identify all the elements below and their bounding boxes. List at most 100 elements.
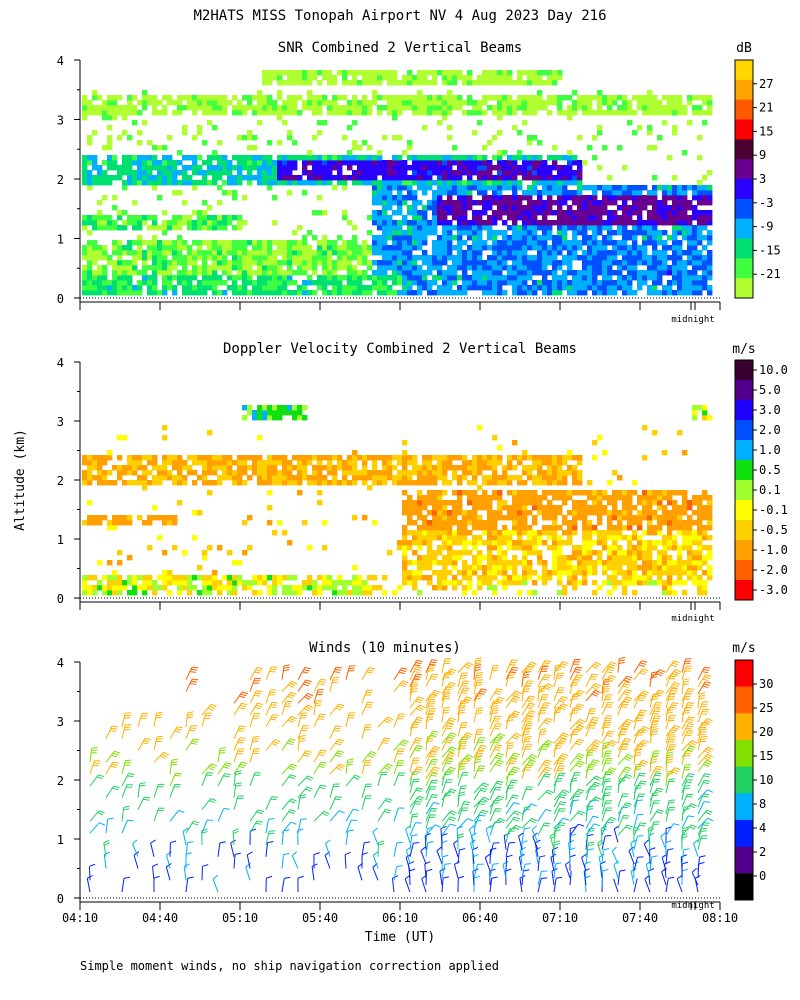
heatmap-cell: [292, 140, 298, 146]
heatmap-cell: [637, 285, 643, 291]
heatmap-cell: [372, 70, 378, 76]
heatmap-cell: [182, 155, 188, 161]
heatmap-cell: [447, 200, 453, 206]
heatmap-cell: [492, 75, 498, 81]
heatmap-cell: [622, 165, 628, 171]
heatmap-cell: [577, 285, 583, 291]
heatmap-cell: [207, 205, 213, 211]
heatmap-cell: [577, 455, 583, 461]
heatmap-cell: [322, 250, 328, 256]
heatmap-cell: [622, 515, 628, 521]
heatmap-cell: [117, 135, 123, 141]
heatmap-cell: [477, 75, 483, 81]
heatmap-cell: [267, 290, 273, 296]
heatmap-cell: [677, 530, 683, 536]
heatmap-cell: [167, 520, 173, 526]
heatmap-cell: [172, 580, 178, 586]
heatmap-cell: [302, 460, 308, 466]
heatmap-cell: [227, 250, 233, 256]
heatmap-cell: [607, 220, 613, 226]
heatmap-cell: [382, 95, 388, 101]
heatmap-cell: [572, 500, 578, 506]
heatmap-cell: [162, 550, 168, 556]
heatmap-cell: [517, 70, 523, 76]
heatmap-cell: [192, 105, 198, 111]
heatmap-cell: [432, 240, 438, 246]
heatmap-cell: [687, 545, 693, 551]
heatmap-cell: [192, 270, 198, 276]
heatmap-cell: [292, 575, 298, 581]
heatmap-cell: [622, 290, 628, 296]
heatmap-cell: [517, 495, 523, 501]
heatmap-cell: [352, 565, 358, 571]
heatmap-cell: [562, 280, 568, 286]
heatmap-cell: [412, 190, 418, 196]
heatmap-cell: [677, 575, 683, 581]
heatmap-cell: [392, 235, 398, 241]
heatmap-cell: [282, 280, 288, 286]
heatmap-cell: [272, 470, 278, 476]
heatmap-cell: [632, 210, 638, 216]
heatmap-cell: [347, 100, 353, 106]
heatmap-cell: [457, 535, 463, 541]
heatmap-cell: [482, 200, 488, 206]
heatmap-cell: [362, 580, 368, 586]
heatmap-cell: [317, 475, 323, 481]
heatmap-cell: [512, 170, 518, 176]
heatmap-cell: [512, 125, 518, 131]
heatmap-cell: [102, 220, 108, 226]
heatmap-cell: [82, 290, 88, 296]
heatmap-cell: [512, 505, 518, 511]
heatmap-cell: [447, 480, 453, 486]
heatmap-cell: [417, 565, 423, 571]
heatmap-cell: [207, 460, 213, 466]
heatmap-cell: [537, 550, 543, 556]
heatmap-cell: [687, 290, 693, 296]
heatmap-cell: [662, 250, 668, 256]
heatmap-cell: [572, 250, 578, 256]
heatmap-cell: [572, 565, 578, 571]
heatmap-cell: [272, 585, 278, 591]
heatmap-cell: [362, 515, 368, 521]
heatmap-cell: [597, 215, 603, 221]
heatmap-cell: [452, 225, 458, 231]
heatmap-cell: [567, 195, 573, 201]
heatmap-cell: [122, 165, 128, 171]
heatmap-cell: [307, 255, 313, 261]
heatmap-cell: [117, 275, 123, 281]
heatmap-cell: [132, 290, 138, 296]
heatmap-cell: [367, 175, 373, 181]
heatmap-cell: [237, 455, 243, 461]
heatmap-cell: [87, 140, 93, 146]
heatmap-cell: [677, 280, 683, 286]
heatmap-cell: [322, 480, 328, 486]
heatmap-cell: [207, 280, 213, 286]
heatmap-cell: [377, 185, 383, 191]
heatmap-cell: [682, 570, 688, 576]
heatmap-cell: [187, 270, 193, 276]
heatmap-cell: [482, 175, 488, 181]
heatmap-cell: [197, 250, 203, 256]
heatmap-cell: [372, 260, 378, 266]
heatmap-cell: [437, 105, 443, 111]
heatmap-cell: [322, 100, 328, 106]
heatmap-cell: [522, 170, 528, 176]
heatmap-cell: [117, 225, 123, 231]
heatmap-cell: [512, 180, 518, 186]
heatmap-cell: [512, 160, 518, 166]
heatmap-cell: [637, 105, 643, 111]
heatmap-cell: [612, 110, 618, 116]
heatmap-cell: [82, 245, 88, 251]
heatmap-cell: [87, 265, 93, 271]
heatmap-cell: [687, 200, 693, 206]
heatmap-cell: [82, 105, 88, 111]
heatmap-cell: [437, 260, 443, 266]
heatmap-cell: [547, 280, 553, 286]
heatmap-cell: [602, 535, 608, 541]
heatmap-cell: [297, 460, 303, 466]
heatmap-cell: [422, 255, 428, 261]
heatmap-cell: [377, 160, 383, 166]
heatmap-cell: [697, 240, 703, 246]
heatmap-cell: [567, 520, 573, 526]
heatmap-cell: [197, 455, 203, 461]
